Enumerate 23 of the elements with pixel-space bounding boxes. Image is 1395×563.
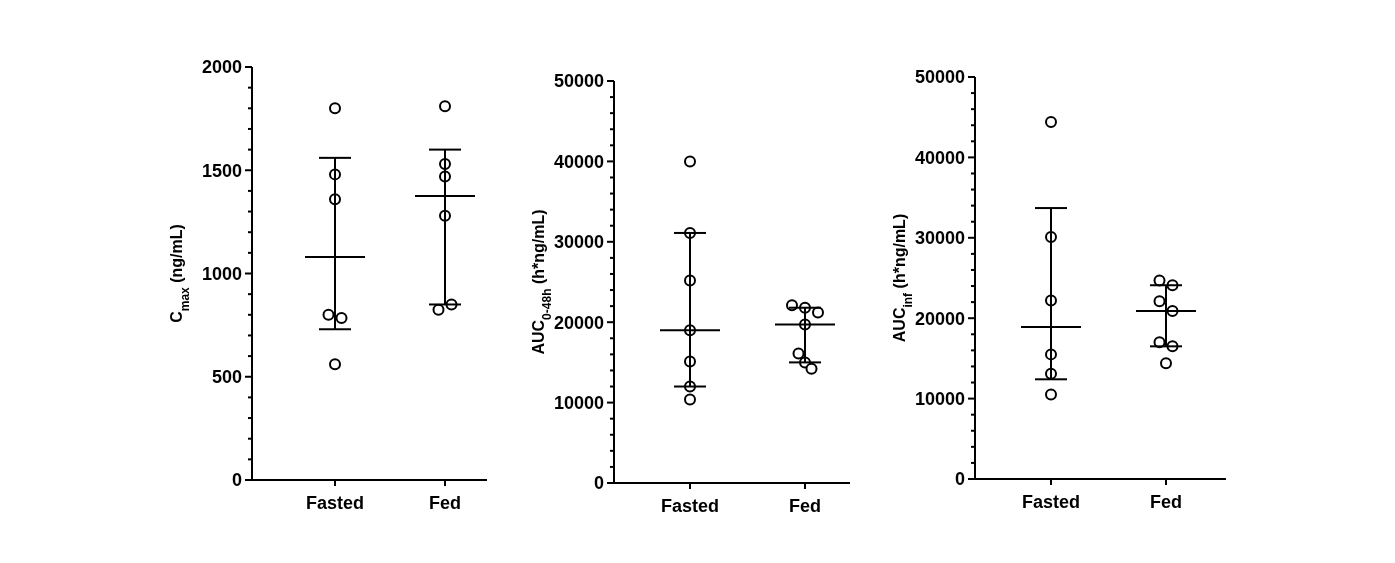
y-tick-label: 20000 — [553, 312, 604, 333]
y-tick-label: 50000 — [914, 67, 965, 88]
y-tick-label: 30000 — [914, 228, 965, 249]
y-tick-label: 10000 — [553, 392, 604, 413]
x-tick-label: Fasted — [305, 493, 365, 513]
y-tick-label: 500 — [211, 367, 242, 388]
x-tick-label: Fasted — [1021, 492, 1081, 512]
y-tick-label: 40000 — [553, 151, 604, 172]
y-tick-label: 40000 — [914, 147, 965, 168]
y-tick-label: 0 — [954, 469, 965, 490]
x-tick-label: Fed — [788, 496, 822, 516]
y-tick-label: 30000 — [553, 232, 604, 253]
y-tick-label: 10000 — [914, 388, 965, 409]
x-tick-label: Fasted — [660, 496, 720, 516]
x-tick-label: Fed — [428, 493, 462, 513]
y-tick-label: 50000 — [553, 71, 604, 92]
y-tick-label: 1500 — [201, 160, 242, 181]
y-tick-label: 0 — [231, 470, 242, 491]
y-tick-label: 0 — [593, 473, 604, 494]
y-tick-label: 1000 — [201, 263, 242, 284]
y-tick-label: 20000 — [914, 308, 965, 329]
x-tick-label: Fed — [1149, 492, 1183, 512]
y-tick-label: 2000 — [201, 57, 242, 78]
